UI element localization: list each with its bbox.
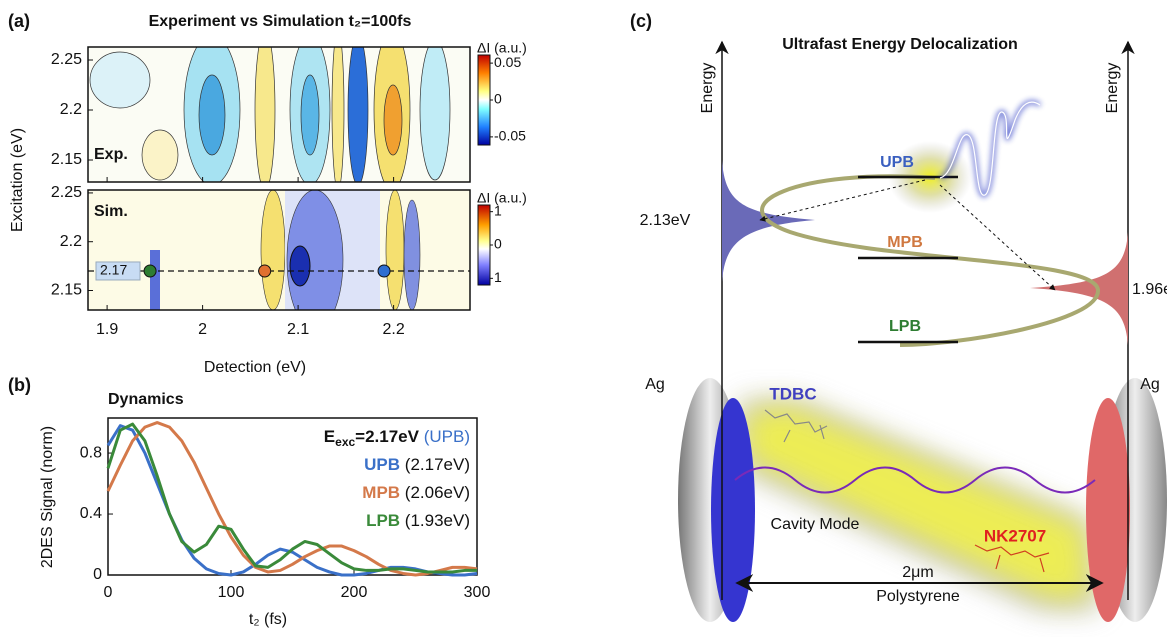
y-tick-label: 2.25 xyxy=(51,51,82,68)
panel-title: Experiment vs Simulation t₂=100fs xyxy=(149,13,412,30)
x-tick-label: 1.9 xyxy=(96,321,118,338)
cavity-label: Cavity Mode xyxy=(771,516,860,533)
y-tick-label: 0.4 xyxy=(80,505,102,522)
colorbar xyxy=(478,55,490,145)
inset-label: Sim. xyxy=(94,203,128,220)
figure: (a) Experiment vs Simulation t₂=100fs Ex… xyxy=(0,0,1167,637)
panel-title: Ultrafast Energy Delocalization xyxy=(782,36,1018,53)
chart-title: Dynamics xyxy=(108,391,184,408)
panel-label: (a) xyxy=(8,11,30,31)
colorbar-tick-label: 0.05 xyxy=(494,54,521,70)
colorbar-label: ΔI (a.u.) xyxy=(477,190,527,206)
state: (UPB) xyxy=(424,427,470,446)
symbol: E xyxy=(324,427,335,446)
level-label: MPB xyxy=(887,234,923,251)
y-tick-label: 2.15 xyxy=(51,151,82,168)
legend-label: (2.06eV) xyxy=(405,483,470,502)
legend-name: MPB xyxy=(362,483,400,502)
legend-name: LPB xyxy=(366,511,400,530)
x-tick-label: 2.2 xyxy=(382,321,404,338)
panel-label: (c) xyxy=(630,11,652,31)
y-tick-label: 0 xyxy=(93,566,102,583)
y-tick-label: 0.8 xyxy=(80,444,102,461)
experiment-map xyxy=(88,30,470,190)
legend-label: (1.93eV) xyxy=(405,511,470,530)
level-label: UPB xyxy=(880,154,914,171)
legend-entry: UPB (2.17eV) xyxy=(364,455,470,474)
peak-label: 1.96eV xyxy=(1132,281,1167,298)
y-tick-label: 2.2 xyxy=(60,101,82,118)
excitation-point xyxy=(259,265,271,277)
colorbar-tick-label: 1 xyxy=(494,269,502,285)
colorbar-tick-label: 0 xyxy=(494,236,502,252)
excitation-point xyxy=(378,265,390,277)
x-tick-label: 100 xyxy=(218,584,245,601)
x-axis-label: Detection (eV) xyxy=(204,359,306,376)
excitation-label: 2.17 xyxy=(100,262,127,278)
mirror-label: Ag xyxy=(645,376,665,393)
medium-label: Polystyrene xyxy=(876,588,960,605)
colorbar-tick-label: 1 xyxy=(494,202,502,218)
excitation-label: Eexc=2.17eV (UPB) xyxy=(324,427,470,449)
x-tick-label: 2.1 xyxy=(287,321,309,338)
cavity-background xyxy=(678,378,1167,622)
legend-label: (2.17eV) xyxy=(405,455,470,474)
colorbar xyxy=(478,205,490,285)
legend-entry: MPB (2.06eV) xyxy=(362,483,470,502)
peak-label: 2.13eV xyxy=(640,212,691,229)
y-tick-label: 2.25 xyxy=(51,184,82,201)
simulation-map xyxy=(88,190,470,330)
molecule-label: TDBC xyxy=(769,384,816,403)
mirror-label: Ag xyxy=(1140,376,1160,393)
legend-name: UPB xyxy=(364,455,400,474)
x-tick-label: 2 xyxy=(198,321,207,338)
level-label: LPB xyxy=(889,318,921,335)
x-axis-label: t₂ (fs) xyxy=(249,611,287,628)
y-axis-label: 2DES Signal (norm) xyxy=(39,426,56,568)
y-tick-label: 2.15 xyxy=(51,282,82,299)
y-tick-label: 2.2 xyxy=(60,233,82,250)
axis-label: Energy xyxy=(1104,63,1121,114)
inset-label: Exp. xyxy=(94,146,128,163)
axis-label: Energy xyxy=(699,63,716,114)
subscript: exc xyxy=(335,435,355,449)
molecule-label: NK2707 xyxy=(984,526,1046,545)
x-tick-label: 200 xyxy=(341,584,368,601)
x-tick-label: 300 xyxy=(464,584,491,601)
excitation-point xyxy=(144,265,156,277)
legend-entry: LPB (1.93eV) xyxy=(366,511,470,530)
length-label: 2μm xyxy=(902,564,933,581)
text: =2.17eV xyxy=(355,427,419,446)
panel-label: (b) xyxy=(8,375,31,395)
colorbar-tick-label: -0.05 xyxy=(494,128,526,144)
x-tick-label: 0 xyxy=(104,584,113,601)
y-axis-label: Excitation (eV) xyxy=(9,128,26,232)
colorbar-tick-label: 0 xyxy=(494,91,502,107)
